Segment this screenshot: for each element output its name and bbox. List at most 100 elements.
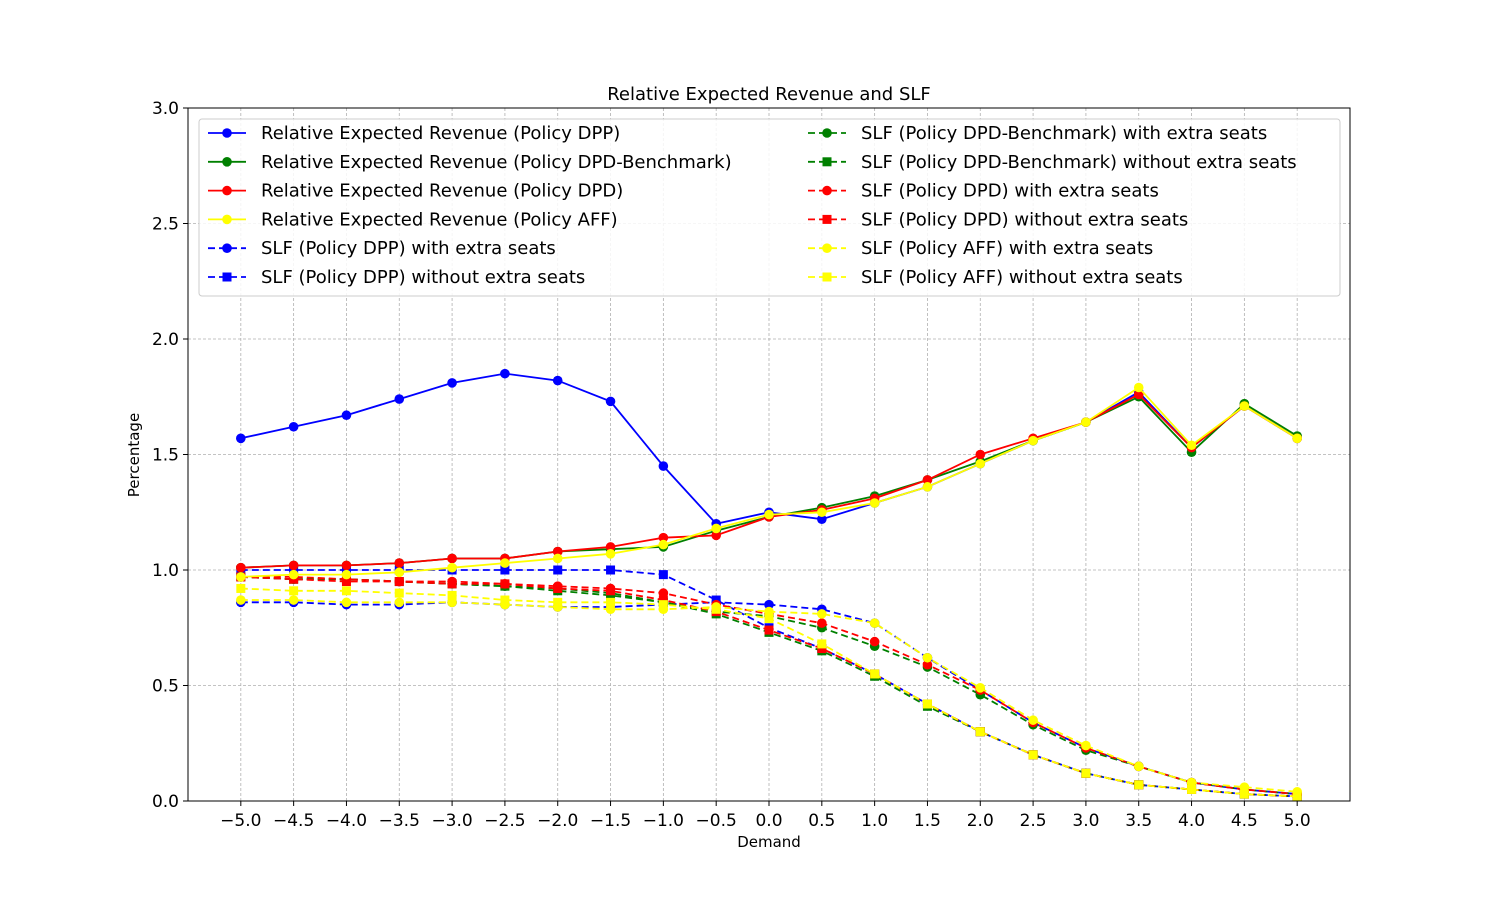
x-tick-label: 1.5 — [914, 811, 941, 831]
data-point — [447, 597, 457, 608]
data-point — [1133, 761, 1144, 772]
data-point — [1028, 435, 1038, 446]
legend-label: Relative Expected Revenue (Policy AFF) — [261, 209, 618, 230]
data-point — [605, 542, 616, 552]
x-axis-title: Demand — [737, 833, 801, 851]
data-point — [553, 597, 563, 607]
data-point — [869, 498, 880, 508]
x-tick-label: −4.5 — [273, 811, 314, 831]
y-tick-label: 1.0 — [152, 561, 179, 581]
data-point — [288, 560, 299, 571]
data-point — [1133, 382, 1144, 393]
data-point — [1081, 740, 1091, 751]
data-point — [394, 597, 405, 608]
y-tick-label: 2.0 — [152, 330, 179, 350]
y-tick-label: 0.0 — [152, 792, 179, 812]
x-tick-label: 2.0 — [967, 811, 994, 831]
data-point — [975, 683, 986, 693]
legend-marker — [222, 157, 232, 167]
legend-label: SLF (Policy DPD) with extra seats — [861, 181, 1159, 202]
x-tick-label: 1.0 — [861, 811, 888, 831]
x-tick-label: −1.0 — [643, 811, 684, 831]
data-point — [1081, 417, 1091, 427]
data-point — [1292, 791, 1302, 801]
data-point — [975, 458, 986, 469]
data-point — [606, 590, 616, 600]
data-point — [764, 599, 774, 610]
legend-item: SLF (Policy DPD) without extra seats — [808, 209, 1188, 230]
data-point — [500, 368, 510, 379]
data-point — [975, 727, 985, 737]
legend-label: SLF (Policy DPD-Benchmark) with extra se… — [861, 123, 1267, 144]
legend-item: Relative Expected Revenue (Policy DPD) — [208, 181, 623, 202]
series-layer — [236, 368, 1302, 801]
data-point — [500, 595, 510, 605]
data-point — [870, 669, 880, 679]
data-point — [236, 583, 246, 593]
data-point — [447, 562, 457, 573]
legend-marker — [822, 128, 832, 138]
legend-marker — [222, 214, 232, 225]
data-point — [552, 375, 563, 386]
data-point — [394, 558, 405, 568]
data-point — [606, 586, 616, 596]
data-point — [817, 507, 827, 518]
data-point — [341, 586, 351, 596]
ticks: −5.0 −4.5 −4.0 −3.5 −3.0 −2.5 −2.0 −1.5 −1.0 −0.5… — [152, 99, 1311, 831]
data-point — [764, 625, 774, 635]
data-point — [236, 433, 246, 444]
data-point — [236, 562, 246, 573]
legend-item: SLF (Policy AFF) without extra seats — [808, 267, 1183, 288]
data-point — [764, 606, 774, 617]
data-point — [658, 539, 669, 550]
data-point — [394, 588, 404, 598]
legend-item: SLF (Policy DPD-Benchmark) without extra… — [808, 152, 1297, 173]
data-point — [606, 565, 616, 575]
data-point — [447, 378, 457, 388]
data-point — [658, 600, 668, 610]
data-point — [606, 597, 616, 607]
data-point — [1239, 789, 1249, 799]
legend-item: SLF (Policy DPD) with extra seats — [808, 181, 1159, 202]
legend-marker — [222, 185, 232, 196]
data-point — [817, 514, 827, 524]
x-tick-label: 0.0 — [755, 811, 782, 831]
legend-item: SLF (Policy AFF) with extra seats — [808, 238, 1153, 259]
data-point — [817, 639, 827, 649]
x-tick-label: 4.0 — [1178, 811, 1205, 831]
data-point — [605, 549, 616, 559]
data-point — [1239, 401, 1250, 411]
legend-item: Relative Expected Revenue (Policy DPP) — [208, 123, 620, 144]
legend-label: Relative Expected Revenue (Policy DPP) — [261, 123, 620, 144]
data-point — [869, 636, 880, 647]
legend-label: SLF (Policy AFF) without extra seats — [861, 267, 1183, 288]
legend-marker — [222, 243, 232, 253]
data-point — [447, 590, 457, 600]
data-point — [500, 558, 510, 568]
legend-label: SLF (Policy DPD) without extra seats — [861, 209, 1188, 230]
data-point — [1186, 777, 1197, 788]
data-point — [711, 523, 721, 534]
data-point — [1028, 715, 1038, 725]
legend-label: Relative Expected Revenue (Policy DPD) — [261, 181, 623, 202]
data-point — [658, 461, 669, 471]
data-point — [341, 560, 352, 571]
data-point — [711, 530, 721, 541]
data-point — [1081, 768, 1091, 778]
data-point — [1134, 780, 1144, 790]
data-point — [817, 644, 827, 654]
legend-marker — [222, 272, 232, 282]
legend-item: SLF (Policy DPD-Benchmark) with extra se… — [808, 123, 1267, 144]
x-tick-label: −2.0 — [537, 811, 578, 831]
x-tick-label: 5.0 — [1284, 811, 1311, 831]
legend-box — [198, 118, 1341, 297]
series — [236, 583, 1302, 801]
data-point — [922, 659, 933, 670]
data-point — [394, 567, 405, 578]
legend-item: SLF (Policy DPP) without extra seats — [208, 267, 585, 288]
y-axis-title: Percentage — [125, 413, 143, 497]
x-tick-label: −3.5 — [379, 811, 420, 831]
data-point — [922, 652, 933, 663]
series — [236, 595, 1302, 797]
